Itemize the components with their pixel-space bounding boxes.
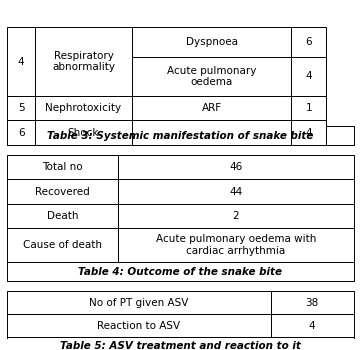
Bar <box>132 27 291 57</box>
Bar <box>7 228 118 262</box>
Bar <box>35 120 132 145</box>
Text: Acute pulmonary
oedema: Acute pulmonary oedema <box>167 66 256 87</box>
Text: 4: 4 <box>309 321 316 331</box>
Bar <box>118 204 354 228</box>
Bar <box>118 180 354 204</box>
Text: 2: 2 <box>232 211 239 221</box>
Bar <box>7 204 118 228</box>
Bar <box>7 126 354 145</box>
Bar <box>7 337 354 350</box>
Bar <box>35 27 132 96</box>
Text: ARF: ARF <box>202 103 222 113</box>
Bar <box>35 96 132 120</box>
Bar <box>132 96 291 120</box>
Text: 38: 38 <box>305 298 319 308</box>
Text: 5: 5 <box>18 103 25 113</box>
Bar <box>7 27 35 96</box>
Bar <box>7 120 35 145</box>
Text: Respiratory
abnormality: Respiratory abnormality <box>52 51 115 72</box>
Bar <box>271 314 354 337</box>
Text: Death: Death <box>47 211 78 221</box>
Text: Table 3: Systemic manifestation of snake bite: Table 3: Systemic manifestation of snake… <box>47 131 314 140</box>
Bar <box>291 120 326 145</box>
Bar <box>291 27 326 57</box>
Text: Acute pulmonary oedema with
cardiac arrhythmia: Acute pulmonary oedema with cardiac arrh… <box>156 234 316 256</box>
Bar <box>7 180 118 204</box>
Text: 6: 6 <box>305 37 312 47</box>
Text: Table 5: ASV treatment and reaction to it: Table 5: ASV treatment and reaction to i… <box>60 342 301 350</box>
Text: Reaction to ASV: Reaction to ASV <box>97 321 180 331</box>
Text: 46: 46 <box>229 162 243 172</box>
Text: Cause of death: Cause of death <box>23 240 102 250</box>
Text: 44: 44 <box>229 187 243 197</box>
Text: Dyspnoea: Dyspnoea <box>186 37 238 47</box>
Bar <box>7 291 271 314</box>
Text: Shock: Shock <box>68 128 99 138</box>
Bar <box>132 57 291 96</box>
Text: Table 4: Outcome of the snake bite: Table 4: Outcome of the snake bite <box>78 267 283 276</box>
Text: No of PT given ASV: No of PT given ASV <box>89 298 188 308</box>
Bar <box>291 57 326 96</box>
Bar <box>7 155 118 180</box>
Text: 4: 4 <box>305 71 312 82</box>
Text: 4: 4 <box>18 57 25 66</box>
Text: 6: 6 <box>18 128 25 138</box>
Bar <box>118 228 354 262</box>
Bar <box>271 291 354 314</box>
Bar <box>291 96 326 120</box>
Text: 1: 1 <box>305 103 312 113</box>
Text: Nephrotoxicity: Nephrotoxicity <box>45 103 122 113</box>
Bar <box>7 314 271 337</box>
Bar <box>118 155 354 180</box>
Text: Recovered: Recovered <box>35 187 90 197</box>
Text: Total no: Total no <box>42 162 83 172</box>
Bar <box>7 96 35 120</box>
Bar <box>7 262 354 281</box>
Text: 4: 4 <box>305 128 312 138</box>
Bar <box>132 120 291 145</box>
